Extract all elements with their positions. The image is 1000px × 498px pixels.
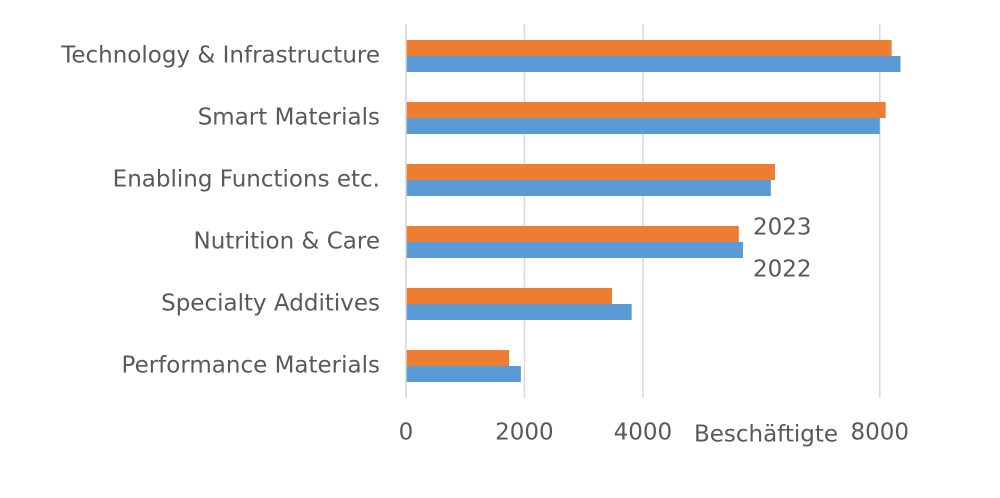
bar	[406, 56, 901, 72]
bar	[406, 118, 880, 134]
bar	[406, 366, 521, 382]
bar	[406, 164, 775, 180]
y-tick-label: Smart Materials	[198, 105, 380, 131]
y-tick-label: Technology & Infrastructure	[60, 43, 380, 69]
y-tick-label: Enabling Functions etc.	[113, 167, 380, 193]
bar	[406, 102, 886, 118]
y-tick-label: Specialty Additives	[161, 291, 380, 317]
x-tick-label: 4000	[614, 420, 673, 446]
legend-label: 2023	[753, 215, 812, 241]
x-tick-label: 2000	[495, 420, 554, 446]
bar	[406, 226, 739, 242]
x-axis-title: Beschäftigte	[694, 422, 838, 448]
x-tick-label: 8000	[851, 420, 910, 446]
bar	[406, 288, 613, 304]
bar	[406, 304, 632, 320]
legend-label: 2022	[753, 257, 812, 283]
y-tick-label: Nutrition & Care	[193, 229, 380, 255]
y-tick-label: Performance Materials	[122, 353, 380, 379]
bar	[406, 180, 771, 196]
bar	[406, 242, 743, 258]
bar	[406, 40, 892, 56]
bar	[406, 350, 510, 366]
x-tick-label: 0	[399, 420, 414, 446]
